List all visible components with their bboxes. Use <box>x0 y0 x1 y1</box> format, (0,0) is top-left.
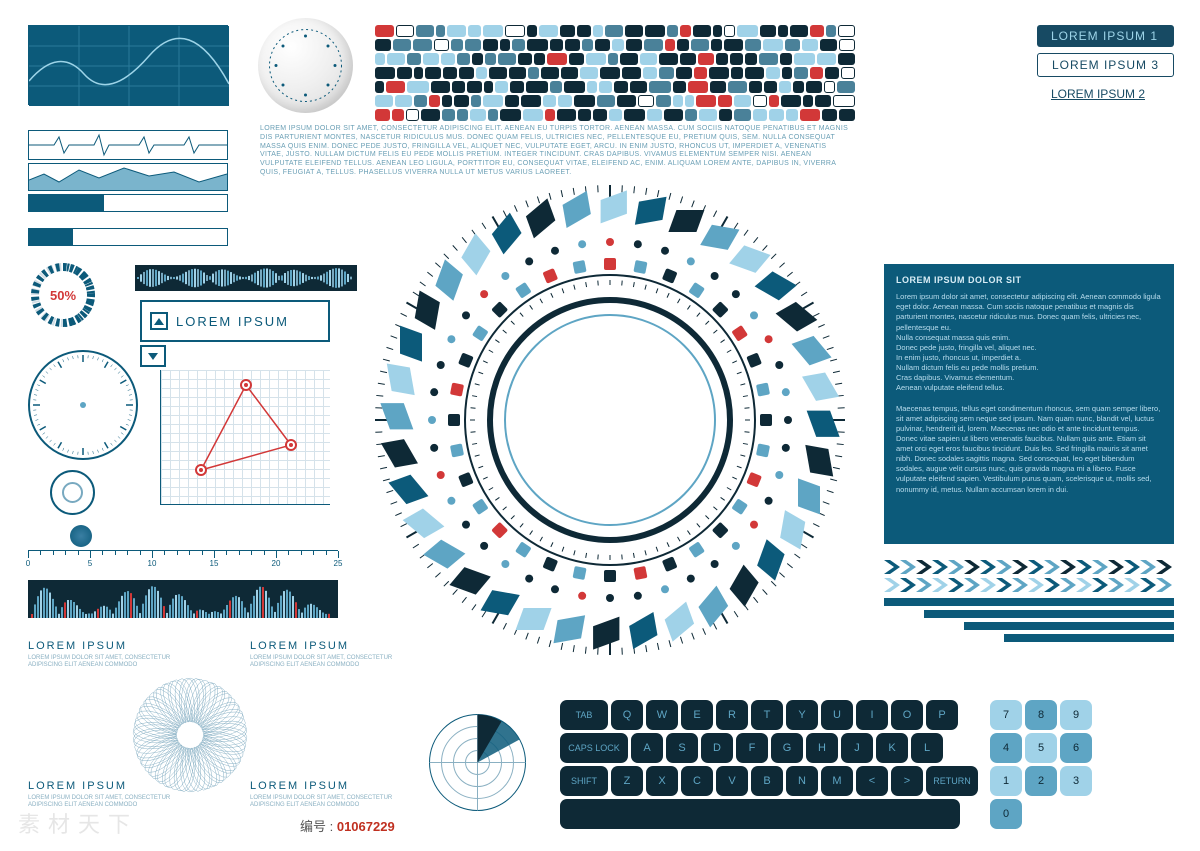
watermark: 素材天下 <box>18 807 138 839</box>
dot-icon <box>70 525 92 547</box>
key-k[interactable]: K <box>876 733 908 763</box>
spectrum-strip <box>135 265 357 291</box>
hbar-2 <box>924 610 1174 618</box>
guilloche-pattern <box>120 665 260 805</box>
area-chart <box>28 163 228 191</box>
chevron-bar-1 <box>884 560 1174 574</box>
key-y[interactable]: Y <box>786 700 818 730</box>
key-w[interactable]: W <box>646 700 678 730</box>
barcode-grid <box>375 25 855 117</box>
key-tab[interactable]: TAB <box>560 700 608 730</box>
key-f[interactable]: F <box>736 733 768 763</box>
text-panel: LOREM IPSUM DOLOR SIT Lorem ipsum dolor … <box>884 264 1174 544</box>
key-blank[interactable] <box>560 799 960 829</box>
ruler: 0510152025 <box>28 550 338 572</box>
donut-label: 50% <box>28 260 98 330</box>
keyboard: TABQWERTYUIOP CAPS LOCKASDFGHJKL SHIFTZXCV… <box>560 700 1175 832</box>
key-c[interactable]: C <box>681 766 713 796</box>
key-t[interactable]: T <box>751 700 783 730</box>
key-n[interactable]: N <box>786 766 818 796</box>
key-1[interactable]: 1 <box>990 766 1022 796</box>
key-b[interactable]: B <box>751 766 783 796</box>
hud-circle <box>370 180 850 660</box>
key-m[interactable]: M <box>821 766 853 796</box>
pill-list: LOREM IPSUM 1 LOREM IPSUM 3 LOREM IPSUM … <box>1037 25 1174 105</box>
sphere-widget <box>258 18 353 113</box>
radar-widget <box>425 710 530 815</box>
lorem-box[interactable]: LOREM IPSUM <box>140 300 330 342</box>
key-4[interactable]: 4 <box>990 733 1022 763</box>
ekg-line <box>28 130 228 160</box>
key-9[interactable]: 9 <box>1060 700 1092 730</box>
key-3[interactable]: 3 <box>1060 766 1092 796</box>
key-8[interactable]: 8 <box>1025 700 1057 730</box>
pill-2[interactable]: LOREM IPSUM 3 <box>1037 53 1174 77</box>
ring-icon <box>50 470 95 515</box>
key-6[interactable]: 6 <box>1060 733 1092 763</box>
key-l[interactable]: L <box>911 733 943 763</box>
key-shift[interactable]: SHIFT <box>560 766 608 796</box>
key-<[interactable]: < <box>856 766 888 796</box>
key-q[interactable]: Q <box>611 700 643 730</box>
key-d[interactable]: D <box>701 733 733 763</box>
ekg-block <box>28 130 228 212</box>
key-j[interactable]: J <box>841 733 873 763</box>
panel-body: Lorem ipsum dolor sit amet, consectetur … <box>896 292 1162 495</box>
key-p[interactable]: P <box>926 700 958 730</box>
up-icon[interactable] <box>150 312 168 330</box>
key-v[interactable]: V <box>716 766 748 796</box>
image-id: 编号 : 01067229 <box>300 816 395 835</box>
key-u[interactable]: U <box>821 700 853 730</box>
heading-4: LOREM IPSUMLOREM IPSUM DOLOR SIT AMET, C… <box>250 780 400 809</box>
key-0[interactable]: 0 <box>990 799 1022 829</box>
wave-bar-chart <box>28 580 338 618</box>
key->[interactable]: > <box>891 766 923 796</box>
waveform-panel <box>28 25 228 105</box>
intro-paragraph: LOREM IPSUM DOLOR SIT AMET, CONSECTETUR … <box>260 125 850 178</box>
progress-bar-1 <box>28 194 228 212</box>
hbar-1 <box>884 598 1174 606</box>
key-r[interactable]: R <box>716 700 748 730</box>
grid-scatter <box>160 370 330 505</box>
panel-title: LOREM IPSUM DOLOR SIT <box>896 274 1162 286</box>
key-return[interactable]: RETURN <box>926 766 978 796</box>
key-7[interactable]: 7 <box>990 700 1022 730</box>
lorem-box-label: LOREM IPSUM <box>176 314 289 329</box>
chevron-bar-2 <box>884 578 1174 592</box>
pill-1[interactable]: LOREM IPSUM 1 <box>1037 25 1174 47</box>
pill-3[interactable]: LOREM IPSUM 2 <box>1037 83 1174 105</box>
down-icon[interactable] <box>140 345 166 367</box>
donut-gauge: 50% <box>28 260 98 330</box>
hbar-3 <box>964 622 1174 630</box>
hbar-4 <box>1004 634 1174 642</box>
progress-bar-2 <box>28 228 228 246</box>
key-z[interactable]: Z <box>611 766 643 796</box>
key-e[interactable]: E <box>681 700 713 730</box>
key-2[interactable]: 2 <box>1025 766 1057 796</box>
key-s[interactable]: S <box>666 733 698 763</box>
clock-face <box>28 350 138 460</box>
key-caps lock[interactable]: CAPS LOCK <box>560 733 628 763</box>
key-a[interactable]: A <box>631 733 663 763</box>
key-x[interactable]: X <box>646 766 678 796</box>
key-o[interactable]: O <box>891 700 923 730</box>
key-g[interactable]: G <box>771 733 803 763</box>
key-5[interactable]: 5 <box>1025 733 1057 763</box>
key-i[interactable]: I <box>856 700 888 730</box>
key-h[interactable]: H <box>806 733 838 763</box>
